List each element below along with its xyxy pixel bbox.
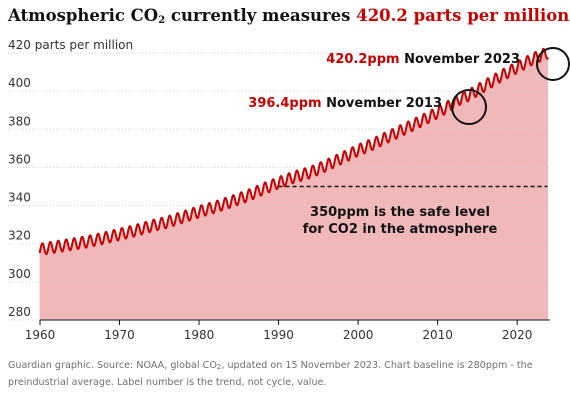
co2-series-line xyxy=(38,47,549,256)
x-tick-label-1970: 1970 xyxy=(104,328,135,342)
y-tick-label-340: 340 xyxy=(8,191,31,205)
footer-part2: , updated on 15 November 2023. Chart bas… xyxy=(8,360,533,388)
annotation-label-2013-value: 396.4ppm xyxy=(248,96,321,111)
annotation-circle-2013 xyxy=(451,89,487,125)
annotation-label-2023: 420.2ppm November 2023 xyxy=(326,52,520,67)
x-tick-label-1960: 1960 xyxy=(25,328,56,342)
y-tick-label-380: 380 xyxy=(8,114,31,128)
y-tick-label-420: 420 parts per million xyxy=(8,38,133,52)
x-tick-label-1980: 1980 xyxy=(184,328,215,342)
y-tick-label-360: 360 xyxy=(8,152,31,166)
annotation-label-2023-date: November 2023 xyxy=(400,52,520,67)
annotation-circle-2023 xyxy=(536,47,570,81)
chart-title: Atmospheric CO2 currently measures 420.2… xyxy=(8,6,569,26)
co2-chart: 420 parts per million 400 380 360 340 320 300 2… xyxy=(8,38,570,342)
x-tick-label-2020: 2020 xyxy=(502,328,533,342)
title-middle: currently measures xyxy=(165,6,357,25)
co2-area-fill xyxy=(39,48,549,321)
y-tick-label-400: 400 xyxy=(8,76,31,90)
footer-part1: Guardian graphic. Source: NOAA, global C… xyxy=(8,360,217,371)
x-tick-label-2000: 2000 xyxy=(343,328,374,342)
y-tick-label-280: 280 xyxy=(8,305,31,319)
x-tick-label-1990: 1990 xyxy=(263,328,294,342)
title-subscript: 2 xyxy=(158,15,166,26)
annotation-label-2023-value: 420.2ppm xyxy=(326,52,399,67)
footer-subscript: 2 xyxy=(216,363,222,371)
safe-level-label-line2: for CO2 in the atmosphere xyxy=(303,222,498,237)
x-tick-label-2010: 2010 xyxy=(422,328,453,342)
safe-level-label-line1: 350ppm is the safe level xyxy=(310,205,490,220)
title-prefix: Atmospheric CO xyxy=(8,6,159,25)
annotation-label-2013-date: November 2013 xyxy=(322,96,442,111)
y-tick-label-320: 320 xyxy=(8,229,31,243)
y-tick-label-300: 300 xyxy=(8,267,31,281)
annotation-label-2013: 396.4ppm November 2013 xyxy=(248,96,442,111)
title-highlight: 420.2 parts per million xyxy=(356,6,570,25)
chart-footer: Guardian graphic. Source: NOAA, global C… xyxy=(8,358,553,390)
